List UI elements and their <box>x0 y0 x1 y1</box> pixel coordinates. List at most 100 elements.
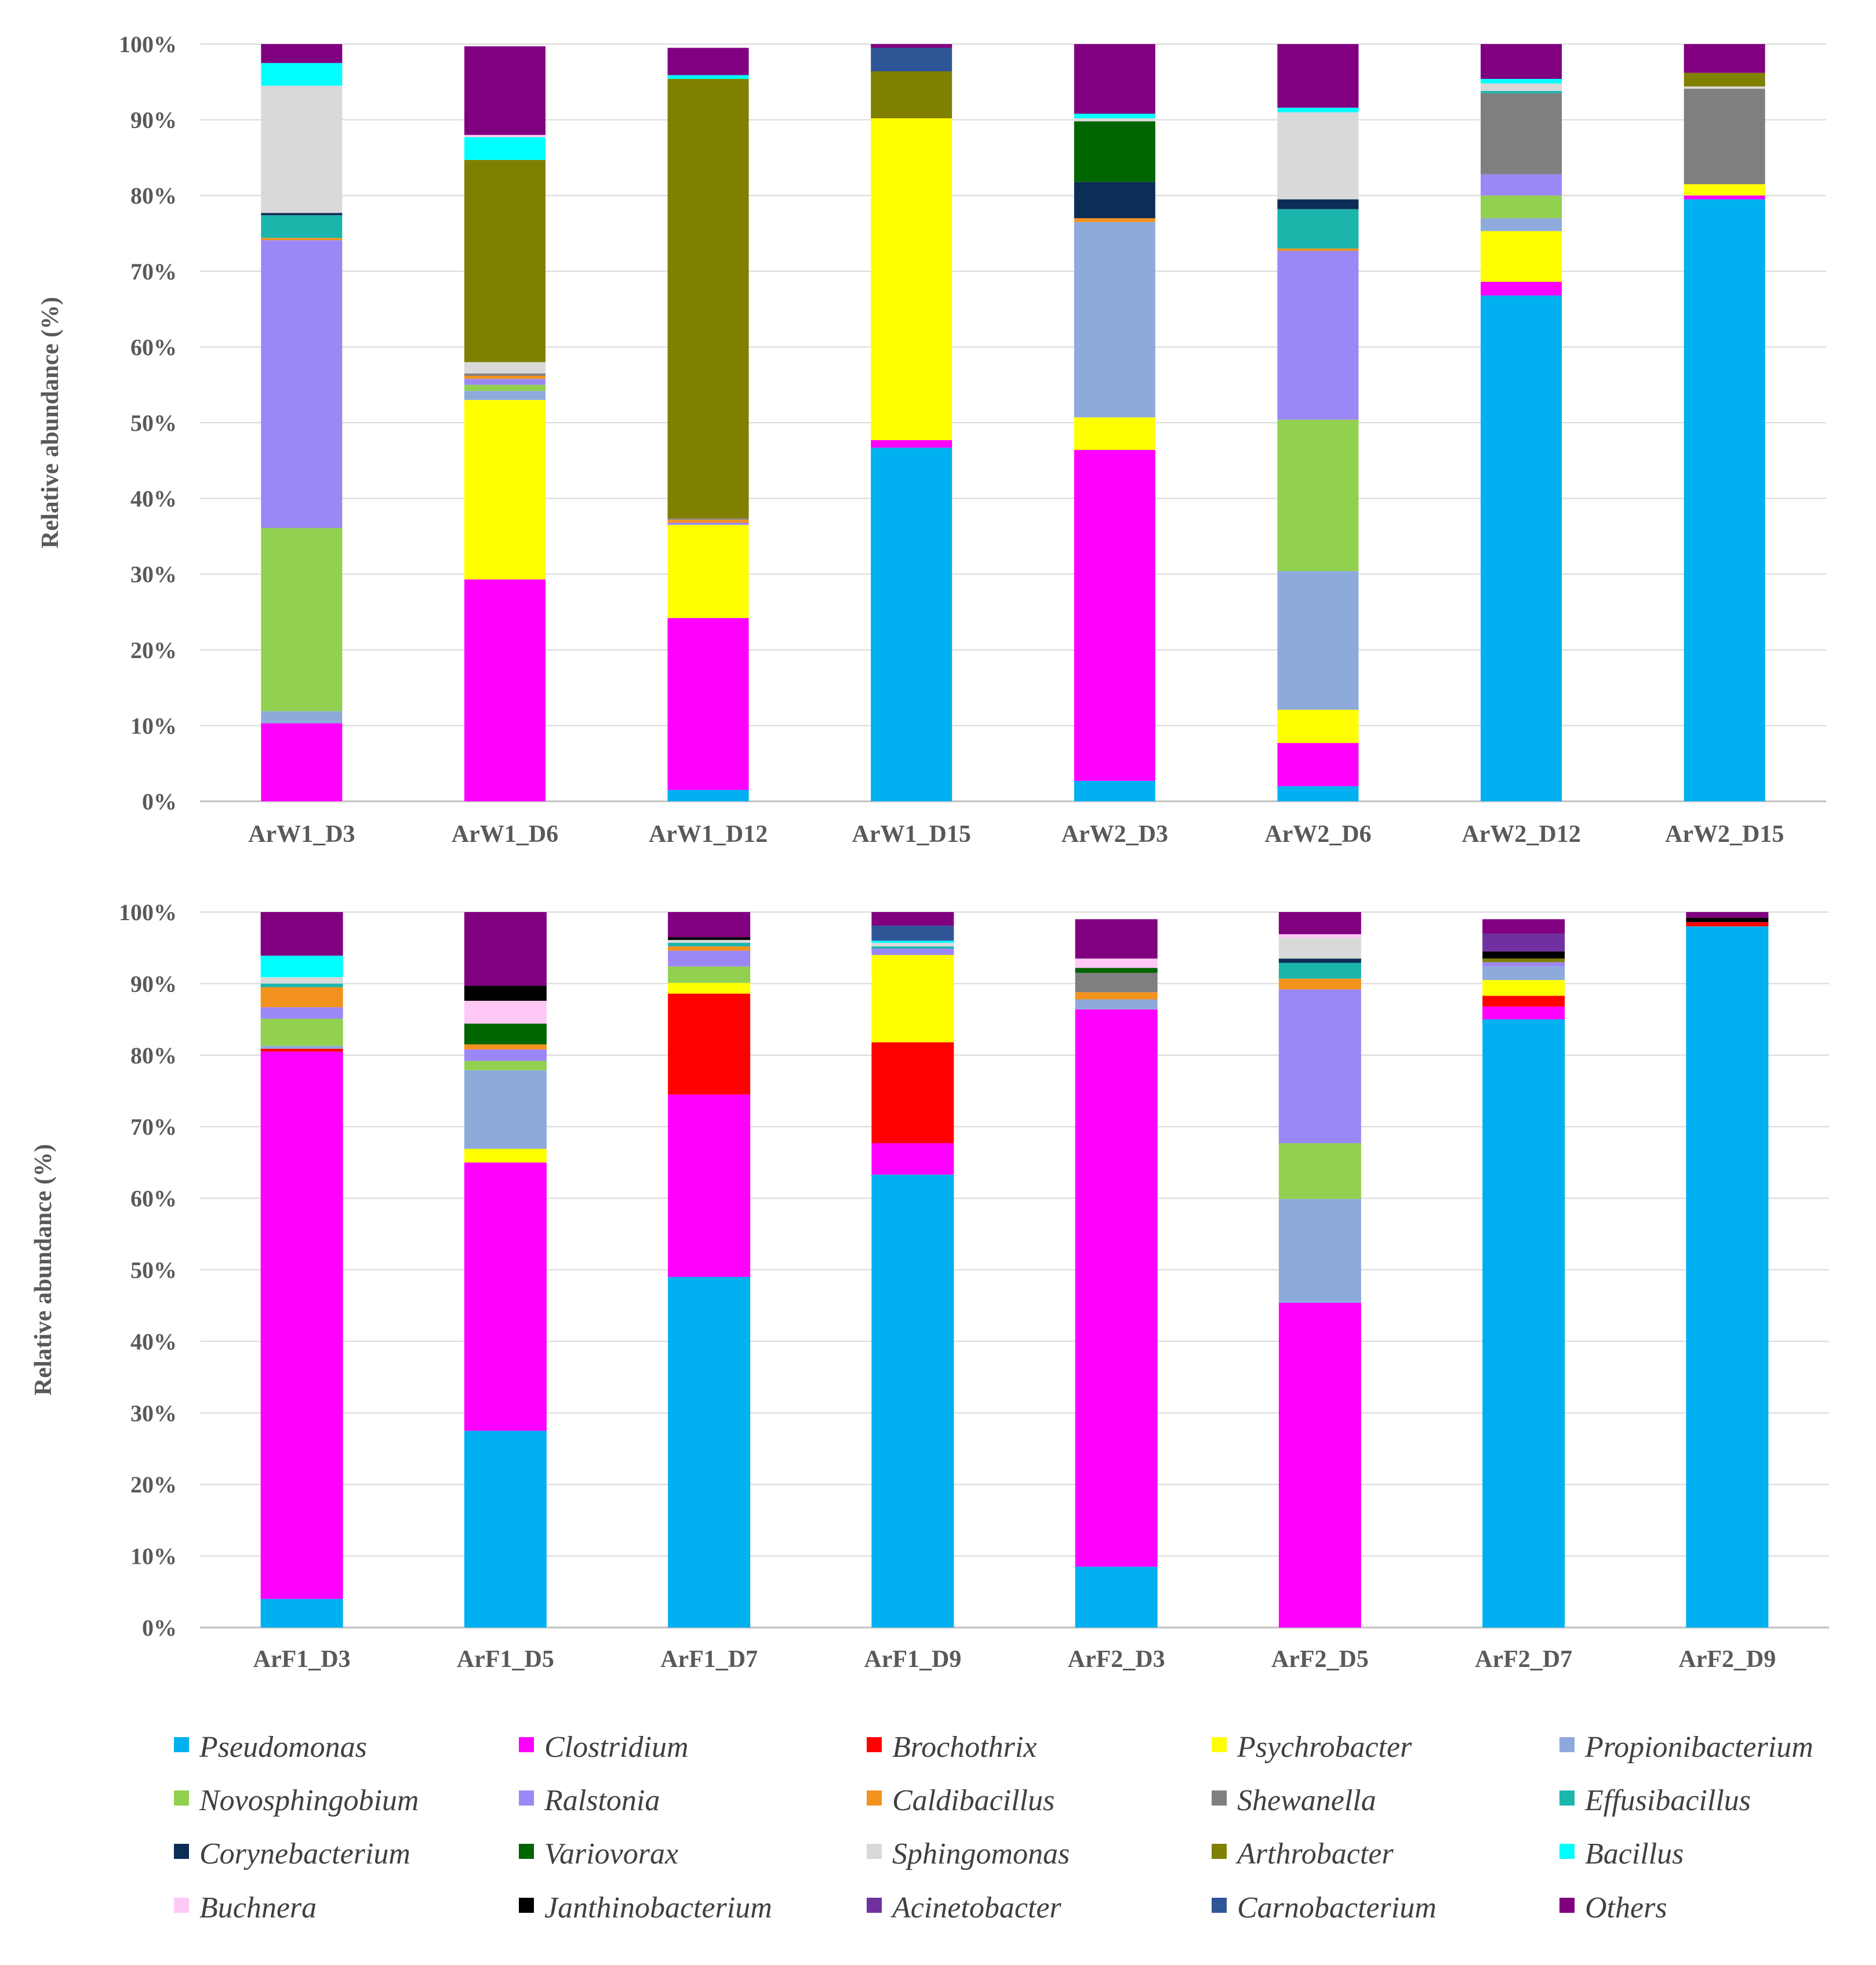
y-tick-label: 70% <box>130 1114 177 1140</box>
bar-segment-sphingomonas <box>1074 118 1155 122</box>
bar-segment-clostridium <box>1075 1009 1158 1567</box>
bar-segment-clostridium <box>260 1051 343 1599</box>
bar-segment-acinetobacter <box>1482 934 1565 951</box>
bar-segment-caldibacillus <box>1278 978 1361 990</box>
bar-segment-others <box>1074 44 1155 114</box>
legend-label: Psychrobacter <box>1237 1731 1412 1764</box>
bar-segment-buchnera <box>1075 958 1158 968</box>
bar-segment-corynebacterium <box>1277 199 1359 209</box>
legend-swatch <box>867 1790 882 1806</box>
bar-segment-buchnera <box>464 1001 547 1024</box>
x-category-label: ArF1_D5 <box>457 1646 554 1673</box>
legend-swatch <box>174 1737 189 1752</box>
bar-segment-janthinobacterium <box>668 937 751 940</box>
bar-segment-psychrobacter <box>464 399 546 580</box>
bar-segment-clostridium <box>1278 1302 1361 1628</box>
bar-segment-others <box>1278 912 1361 935</box>
bar-segment-psychrobacter <box>667 525 749 618</box>
legend-label: Carnobacterium <box>1237 1891 1437 1924</box>
bar-segment-caldibacillus <box>1074 218 1155 222</box>
y-tick-label: 20% <box>130 1472 177 1498</box>
bar-segment-novosphingobium <box>464 384 546 391</box>
bar-segment-others <box>667 48 749 75</box>
legend-label: Janthinobacterium <box>544 1891 772 1924</box>
x-category-label: ArW2_D15 <box>1665 821 1784 848</box>
y-tick-label: 0% <box>142 789 177 815</box>
y-tick-label: 30% <box>130 1400 177 1426</box>
bar-segment-psychrobacter <box>464 1149 547 1163</box>
y-tick-label: 50% <box>130 1257 177 1283</box>
y-tick-label: 20% <box>130 637 177 663</box>
bar-segment-others <box>668 912 751 938</box>
bar-segment-pseudomonas <box>260 1599 343 1628</box>
bar-segment-effusibacillus <box>1481 90 1562 93</box>
x-category-label: ArF2_D7 <box>1475 1646 1572 1673</box>
bar-segment-effusibacillus <box>261 215 343 238</box>
legend-swatch <box>867 1737 882 1752</box>
bar-segment-clostridium <box>1481 282 1562 296</box>
bar-segment-pseudomonas <box>1482 1019 1565 1628</box>
bar-segment-effusibacillus <box>1277 209 1359 249</box>
bar-segment-sphingomonas <box>871 943 954 947</box>
bar-segment-shewanella <box>667 518 749 520</box>
bar-segment-caldibacillus <box>668 946 751 951</box>
bar-segment-pseudomonas <box>1074 780 1155 801</box>
bar-segment-psychrobacter <box>1074 417 1155 451</box>
legend: Pseudomonas Clostridium Brochothrix Psychro… <box>174 1731 1813 1924</box>
legend-swatch <box>1212 1844 1227 1859</box>
legend-swatch <box>174 1790 189 1806</box>
y-tick-label: 90% <box>130 107 177 133</box>
legend-label: Corynebacterium <box>199 1837 410 1870</box>
bar-segment-psychrobacter <box>1482 980 1565 996</box>
bar-segment-sphingomonas <box>1481 83 1562 91</box>
bar-segment-clostridium <box>1277 743 1359 786</box>
bar-segment-brochothrix <box>871 1042 954 1143</box>
bar-segment-ralstonia <box>464 1049 547 1061</box>
bar-segment-bacillus <box>260 956 343 978</box>
bar-segment-others <box>1686 912 1769 918</box>
bar-segment-bacillus <box>1481 79 1562 83</box>
bar-segment-novosphingobium <box>260 1018 343 1046</box>
bar-segment-novosphingobium <box>1277 419 1359 571</box>
bar-segment-ralstonia <box>667 522 749 525</box>
bar-segment-clostridium <box>667 618 749 790</box>
bar-segment-ralstonia <box>1482 962 1565 967</box>
bar-segment-novosphingobium <box>1481 195 1562 219</box>
x-category-label: ArF2_D5 <box>1271 1646 1369 1673</box>
bar-segment-others <box>1482 919 1565 934</box>
bar-segment-ralstonia <box>871 948 954 956</box>
bar-segment-ralstonia <box>1278 989 1361 1143</box>
bar-segment-caldibacillus <box>464 376 546 379</box>
bar-segment-psychrobacter <box>1684 184 1765 196</box>
legend-swatch <box>1212 1737 1227 1752</box>
bar-segment-pseudomonas <box>668 1277 751 1628</box>
legend-label: Effusibacillus <box>1584 1784 1751 1817</box>
bar-segment-novosphingobium <box>261 528 343 711</box>
bar-segment-sphingomonas <box>1278 938 1361 959</box>
legend-label: Acinetobacter <box>890 1891 1061 1924</box>
bar-segment-shewanella <box>1684 89 1765 184</box>
bar-segment-clostridium <box>464 579 546 801</box>
bar-segment-sphingomonas <box>261 85 343 213</box>
bar-segment-others <box>260 912 343 956</box>
bar-segment-arthrobacter <box>1482 958 1565 962</box>
y-tick-label: 30% <box>130 561 177 587</box>
bar-segment-buchnera <box>464 135 546 137</box>
bar-segment-others <box>261 44 343 63</box>
x-category-label: ArF1_D9 <box>864 1646 961 1673</box>
bar-segment-janthinobacterium <box>1482 951 1565 959</box>
x-category-label: ArW2_D3 <box>1061 821 1168 848</box>
bar-segment-psychrobacter <box>668 983 751 994</box>
y-tick-label: 10% <box>130 1543 177 1570</box>
legend-label: Propionibacterium <box>1584 1731 1813 1764</box>
bar-segment-corynebacterium <box>1074 181 1155 219</box>
bar-segment-caldibacillus <box>464 1044 547 1049</box>
bar-segment-propionibacterium <box>464 391 546 400</box>
legend-label: Arthrobacter <box>1235 1837 1394 1870</box>
legend-swatch <box>174 1898 189 1913</box>
bar-segment-sphingomonas <box>668 940 751 943</box>
x-category-label: ArW1_D12 <box>649 821 768 848</box>
y-tick-label: 70% <box>130 259 177 285</box>
bar-segment-janthinobacterium <box>464 986 547 1001</box>
bar-segment-propionibacterium <box>1277 571 1359 710</box>
